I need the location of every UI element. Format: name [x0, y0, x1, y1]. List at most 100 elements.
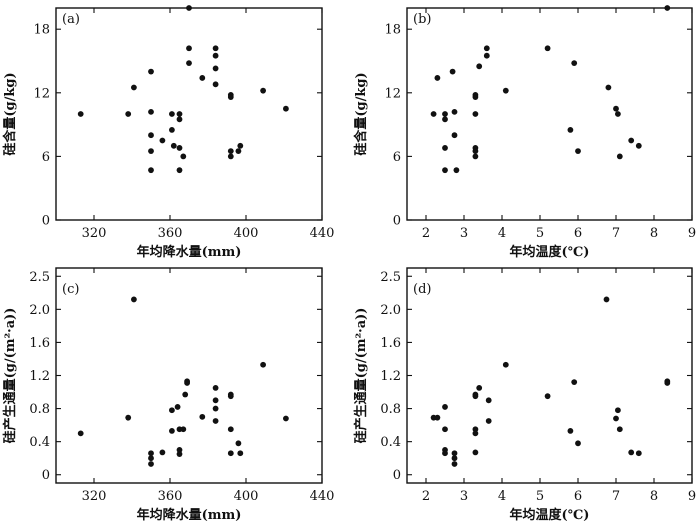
data-point: [199, 75, 206, 81]
data-point: [430, 111, 437, 117]
data-point: [182, 391, 189, 398]
data-point: [283, 105, 289, 112]
data-point: [472, 94, 479, 100]
x-axis-label: 年均降水量(mm): [137, 507, 242, 523]
y-tick-label: 2.5: [29, 270, 50, 285]
data-point: [212, 52, 219, 59]
data-point: [472, 145, 479, 151]
data-point: [260, 87, 266, 94]
data-point: [485, 418, 492, 424]
x-tick-label: 9: [688, 489, 696, 504]
data-point: [176, 167, 183, 174]
data-point: [212, 45, 219, 52]
data-point: [148, 455, 154, 462]
x-tick-label: 400: [234, 226, 259, 241]
data-point: [176, 447, 183, 453]
data-point: [472, 426, 479, 433]
y-tick-label: 0: [393, 468, 401, 483]
y-tick-label: 1.6: [380, 336, 401, 351]
y-tick-label: 6: [393, 150, 401, 165]
y-tick-label: 0.4: [380, 435, 401, 450]
data-point: [544, 393, 551, 400]
data-point: [616, 153, 623, 160]
data-point: [442, 426, 448, 433]
x-tick-label: 7: [612, 226, 620, 241]
x-tick-label: 400: [234, 489, 259, 504]
x-axis-label: 年均温度(℃): [510, 507, 590, 523]
panel-a: (a) 320 360 400 440 0 6 12 18 年均降水量(mm) 硅含量(g/kg): [2, 5, 334, 260]
data-point: [148, 450, 154, 457]
x-axis-label: 年均降水量(mm): [137, 244, 242, 260]
data-point: [176, 111, 183, 117]
data-point: [615, 407, 621, 414]
data-point: [472, 430, 479, 437]
y-tick-label: 12: [33, 86, 50, 101]
data-point: [472, 153, 479, 160]
data-point: [502, 361, 509, 368]
data-point: [442, 404, 448, 410]
panel-label: (b): [413, 12, 431, 27]
data-point: [148, 132, 154, 139]
data-point: [148, 108, 154, 115]
panel-d: (d) 2 3 4 5 6 7 8 9 0 0.4 0.8 1.2 1.6 2.0 2.5 年均温度(℃) 硅产生…: [353, 267, 696, 523]
data-point: [575, 440, 581, 447]
data-point: [176, 116, 183, 123]
data-point: [227, 94, 234, 100]
data-point: [212, 397, 219, 404]
plot-frame: [55, 7, 323, 221]
data-point: [472, 393, 479, 400]
data-point: [174, 404, 181, 410]
data-point: [227, 450, 234, 457]
y-tick-label: 0: [393, 214, 401, 229]
y-tick-label: 18: [33, 23, 50, 38]
data-point: [227, 148, 234, 155]
data-point: [453, 167, 460, 174]
data-point: [212, 65, 219, 72]
data-point: [184, 380, 191, 386]
panel-label: (d): [413, 282, 431, 297]
data-point: [212, 405, 219, 412]
data-point: [186, 45, 192, 52]
x-tick-label: 5: [536, 489, 544, 504]
data-point: [283, 415, 289, 422]
y-axis-label: 硅含量(g/kg): [2, 72, 18, 155]
data-point: [664, 5, 671, 11]
data-point: [442, 111, 448, 117]
data-point: [613, 415, 619, 422]
data-point: [235, 440, 242, 447]
data-point: [159, 449, 166, 456]
x-tick-label: 3: [460, 226, 468, 241]
data-point: [237, 450, 244, 457]
data-point: [434, 75, 441, 81]
plot-frame: [406, 267, 693, 484]
data-point: [227, 426, 234, 433]
x-tick-label: 2: [422, 226, 430, 241]
data-point: [476, 385, 483, 391]
data-point: [169, 407, 175, 414]
data-point: [567, 126, 574, 133]
data-point: [131, 84, 137, 91]
data-point: [442, 145, 448, 151]
data-point: [260, 361, 266, 368]
data-point: [628, 449, 635, 456]
data-point: [212, 418, 219, 424]
data-point: [176, 451, 183, 457]
y-axis-label: 硅产生通量(g/(m²·a)): [353, 308, 369, 444]
data-point: [442, 116, 448, 123]
y-tick-label: 0.8: [380, 402, 401, 417]
data-point: [159, 137, 166, 144]
data-point: [635, 142, 642, 149]
x-tick-label: 9: [688, 226, 696, 241]
panel-label: (a): [62, 12, 80, 27]
y-tick-label: 2.0: [29, 303, 50, 318]
data-point: [485, 397, 492, 404]
data-point: [180, 153, 187, 160]
x-tick-label: 360: [158, 489, 183, 504]
data-point: [227, 153, 234, 160]
data-point: [212, 81, 219, 88]
data-point: [434, 414, 441, 421]
x-tick-label: 8: [650, 489, 658, 504]
data-point: [186, 5, 192, 11]
data-point: [125, 111, 132, 117]
data-point: [451, 461, 458, 467]
